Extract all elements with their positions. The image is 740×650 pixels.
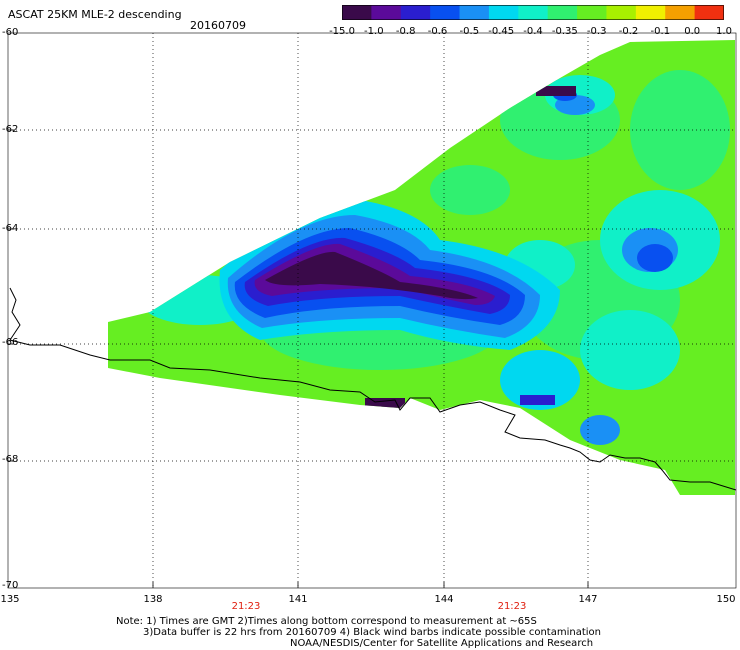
colorbar-tick-label: -0.2	[618, 26, 639, 37]
colorbar-tick-label: -0.5	[459, 26, 480, 37]
colorbar-tick-label: -0.35	[551, 26, 578, 37]
lat-label: -70	[2, 580, 19, 591]
product-date: 20160709	[190, 19, 246, 32]
colorbar-labels: -15.0 -1.0 -0.8 -0.6 -0.5 -0.45 -0.4 -0.35 -0.3-…	[320, 26, 740, 38]
colorbar-tick-label: -0.6	[427, 26, 448, 37]
colorbar-swatch	[577, 5, 607, 20]
colorbar-swatch	[488, 5, 519, 20]
lon-label: 141	[288, 594, 308, 605]
note-line-3: NOAA/NESDIS/Center for Satellite Applica…	[290, 638, 594, 649]
pass-time-label: 21:23	[497, 601, 527, 612]
colorbar-tick-label: -1.0	[364, 26, 384, 37]
colorbar-tick-label: -0.1	[650, 26, 671, 37]
colorbar-swatches	[342, 5, 724, 20]
graticule	[8, 33, 736, 588]
colorbar-tick-label: -0.45	[488, 26, 515, 37]
colorbar-tick-label: -0.4	[523, 26, 543, 37]
lat-label: -64	[2, 223, 19, 234]
coastline	[9, 287, 737, 491]
colorbar-swatch	[400, 5, 431, 20]
lon-label: 150	[716, 594, 736, 605]
colorbar-tick-label: 1.0	[716, 26, 732, 37]
note-line-2: 3)Data buffer is 22 hrs from 20160709 4)…	[143, 627, 601, 638]
lon-label: 144	[434, 594, 454, 605]
lat-label: -66	[2, 337, 19, 348]
colorbar-tick-label: -0.3	[586, 26, 607, 37]
colorbar-border	[342, 5, 724, 20]
colorbar-swatch	[430, 5, 461, 20]
pass-time-label: 21:23	[231, 601, 261, 612]
lon-label: 138	[143, 594, 163, 605]
colorbar-swatch	[665, 5, 696, 20]
plot-frame	[7, 32, 737, 589]
colorbar-swatch	[518, 5, 549, 20]
colorbar-swatch	[371, 5, 402, 20]
colorbar-swatch	[459, 5, 490, 20]
colorbar-swatch	[606, 5, 637, 20]
colorbar-swatch	[635, 5, 666, 20]
lon-label: 147	[578, 594, 598, 605]
axis-ticks	[8, 129, 589, 588]
lat-label: -62	[2, 124, 19, 135]
colorbar-swatch	[342, 5, 372, 20]
lon-label: 135	[0, 594, 20, 605]
colorbar-tick-label: -0.8	[395, 26, 416, 37]
colorbar-tick-label: 0.0	[684, 26, 701, 37]
note-line-1: Note: 1) Times are GMT 2)Times along bot…	[116, 616, 537, 627]
colorbar-swatch	[547, 5, 578, 20]
colorbar-tick-label: -15.0	[329, 26, 355, 37]
colorbar-swatch	[694, 5, 724, 20]
colorbar	[342, 5, 724, 20]
lat-label: -68	[2, 454, 19, 465]
product-title: ASCAT 25KM MLE-2 descending	[8, 8, 182, 21]
lat-label: -60	[2, 27, 19, 38]
